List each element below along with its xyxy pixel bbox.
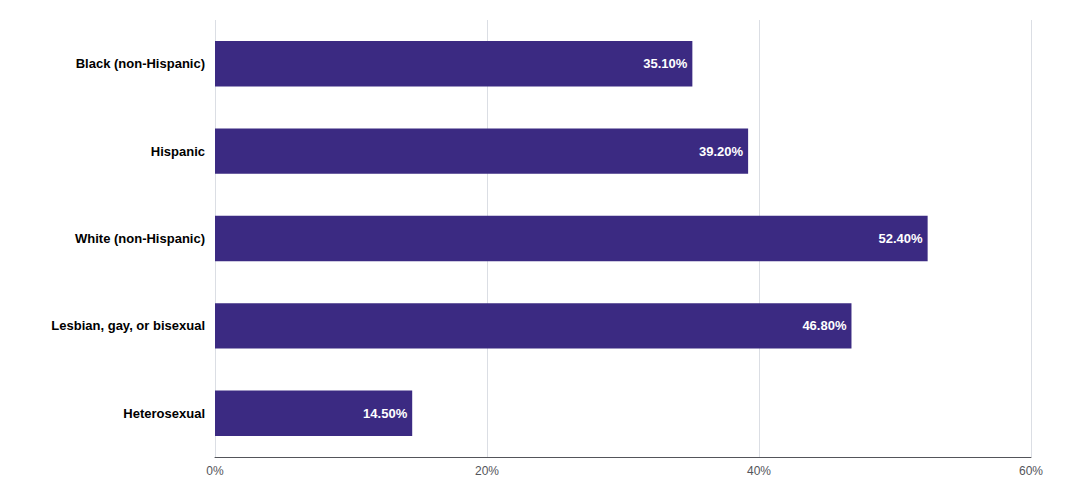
- svg-text:Black (non-Hispanic): Black (non-Hispanic): [76, 56, 205, 71]
- svg-text:Heterosexual: Heterosexual: [123, 406, 205, 421]
- svg-text:52.40%: 52.40%: [879, 231, 924, 246]
- svg-text:White (non-Hispanic): White (non-Hispanic): [75, 231, 205, 246]
- svg-text:35.10%: 35.10%: [643, 56, 688, 71]
- svg-text:40%: 40%: [747, 464, 771, 478]
- svg-text:39.20%: 39.20%: [699, 144, 744, 159]
- svg-text:46.80%: 46.80%: [802, 318, 847, 333]
- svg-text:Hispanic: Hispanic: [151, 144, 205, 159]
- svg-text:0%: 0%: [206, 464, 224, 478]
- svg-text:20%: 20%: [475, 464, 499, 478]
- svg-text:14.50%: 14.50%: [363, 406, 408, 421]
- svg-text:Lesbian, gay, or bisexual: Lesbian, gay, or bisexual: [51, 318, 205, 333]
- svg-text:60%: 60%: [1019, 464, 1043, 478]
